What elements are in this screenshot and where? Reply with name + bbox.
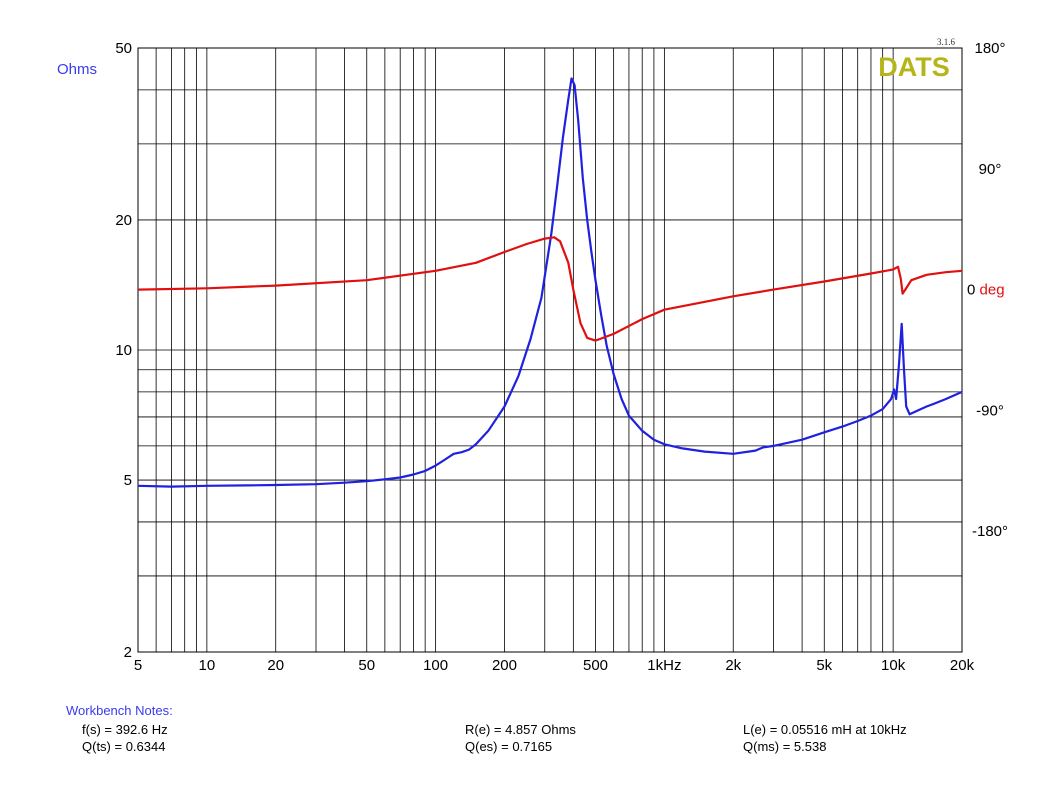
y-tick-label: 50: [115, 40, 132, 57]
dats-logo: DATS: [878, 52, 950, 82]
y-tick-label: 5: [124, 472, 132, 489]
x-tick-label: 50: [358, 657, 375, 674]
x-tick-label: 200: [492, 657, 517, 674]
notes-column-3: L(e) = 0.05516 mH at 10kHz Q(ms) = 5.538: [743, 721, 907, 755]
y2-axis-title: deg: [980, 282, 1005, 299]
y2-tick-label: -90°: [976, 402, 1004, 419]
axis-labels: 5 10 20 50 100 200 500 1kHz 2k 5k 10k 20k25102050Oh…: [57, 40, 1008, 674]
x-tick-label: 500: [583, 657, 608, 674]
x-tick-label: 1kHz: [647, 657, 681, 674]
impedance-chart: 5 10 20 50 100 200 500 1kHz 2k 5k 10k 20k25102050Oh…: [57, 37, 1008, 674]
qes-value: Q(es) = 0.7165: [465, 739, 553, 754]
le-value: L(e) = 0.05516 mH at 10kHz: [743, 722, 907, 737]
workbench-notes-title: Workbench Notes:: [66, 703, 173, 718]
notes-column-2: R(e) = 4.857 Ohms Q(es) = 0.7165: [465, 721, 576, 755]
phase-series-line: [137, 236, 963, 342]
fs-value: f(s) = 392.6 Hz: [82, 722, 168, 737]
grid: [137, 47, 963, 653]
re-value: R(e) = 4.857 Ohms: [465, 722, 576, 737]
x-tick-label: 20: [267, 657, 284, 674]
impedance-series-line: [137, 77, 963, 488]
x-tick-label: 5: [134, 657, 142, 674]
y-tick-label: 20: [115, 212, 132, 229]
x-tick-label: 20k: [950, 657, 975, 674]
series-layer: [137, 77, 963, 488]
x-tick-label: 10: [199, 657, 216, 674]
version-label: 3.1.6: [937, 37, 956, 47]
x-tick-label: 5k: [816, 657, 832, 674]
x-tick-label: 100: [423, 657, 448, 674]
y-axis-title: Ohms: [57, 61, 97, 78]
qts-value: Q(ts) = 0.6344: [82, 739, 166, 754]
y2-zero-label: 0 deg: [967, 282, 1005, 299]
notes-column-1: f(s) = 392.6 Hz Q(ts) = 0.6344: [82, 721, 168, 755]
plot-border: [137, 47, 963, 653]
x-tick-label: 10k: [881, 657, 906, 674]
x-tick-label: 2k: [725, 657, 741, 674]
qms-value: Q(ms) = 5.538: [743, 739, 827, 754]
y-tick-label: 2: [124, 644, 132, 661]
y2-tick-label: -180°: [972, 523, 1008, 540]
y2-tick-label: 90°: [979, 161, 1002, 178]
y2-tick-label: 180°: [974, 40, 1005, 57]
y-tick-label: 10: [115, 342, 132, 359]
